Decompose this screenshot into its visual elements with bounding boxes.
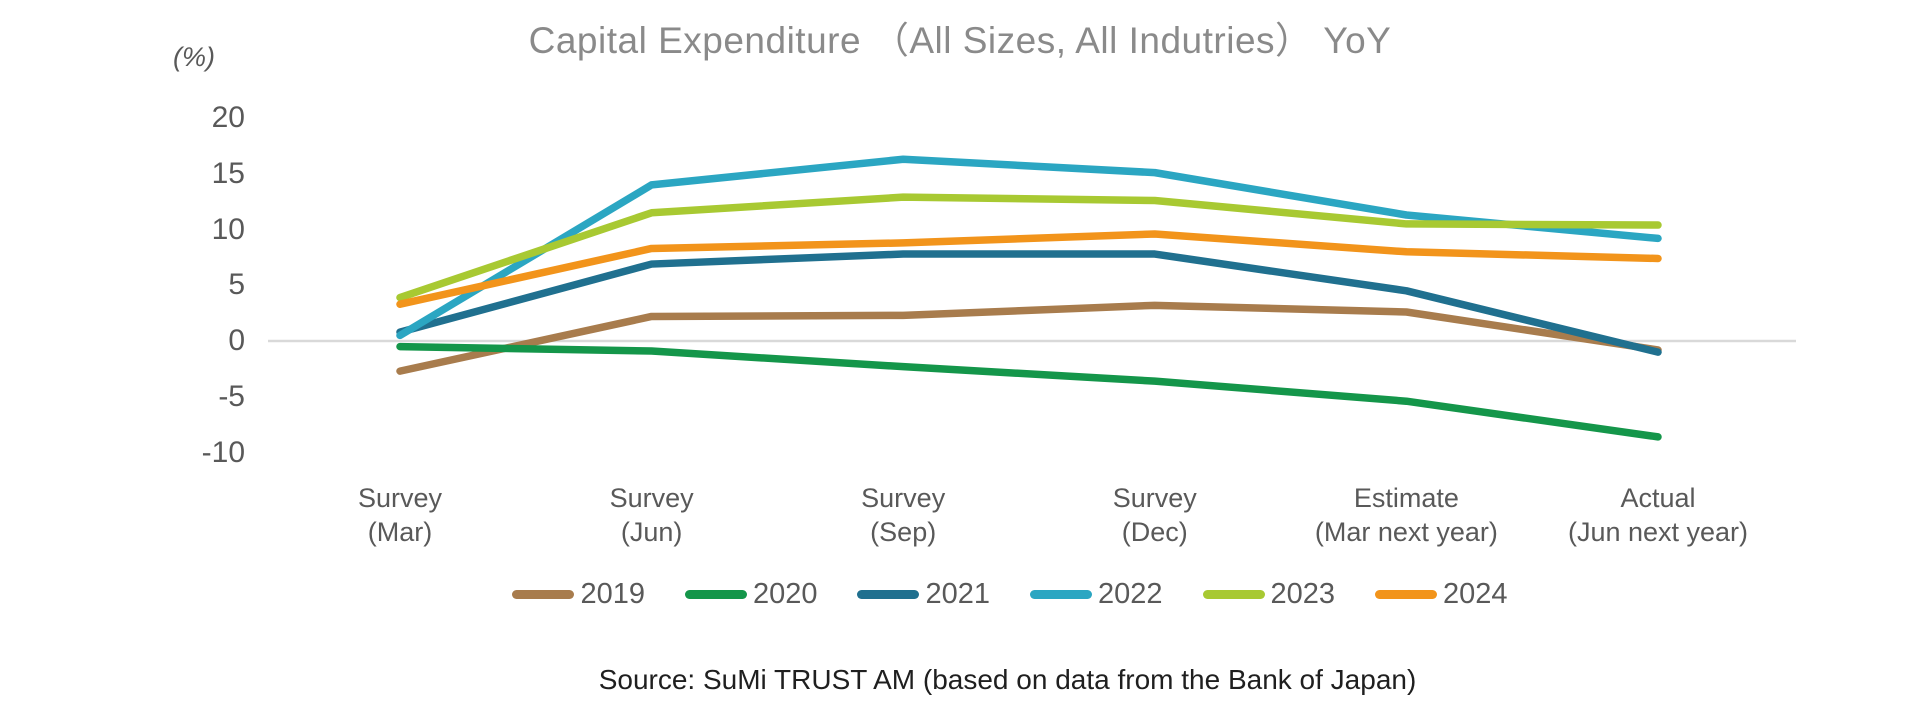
legend-swatch-2022 [1030,590,1092,599]
legend-label-2022: 2022 [1098,578,1163,610]
y-axis-unit-label: (%) [173,42,215,72]
legend-item-2023: 2023 [1202,578,1336,611]
series-line-2024 [396,230,1662,308]
legend-item-2019: 2019 [512,578,645,611]
legend-label-2021: 2021 [925,578,990,610]
legend-swatch-2021 [857,590,920,599]
legend-swatch-2024 [1375,590,1438,599]
chart-legend: 2019 2020 2021 2022 2023 2024 [0,578,1920,611]
legend-item-2020: 2020 [684,578,818,611]
series-line-2020 [396,342,1662,441]
series-line-2019 [396,301,1662,375]
legend-swatch-2023 [1202,590,1265,599]
legend-label-2019: 2019 [580,578,645,610]
legend-label-2023: 2023 [1270,578,1336,610]
legend-swatch-2019 [512,590,575,599]
legend-swatch-2020 [684,590,747,599]
legend-item-2022: 2022 [1030,578,1163,611]
series-line-2022 [396,155,1662,340]
legend-item-2021: 2021 [857,578,990,611]
chart-title: Capital Expenditure （All Sizes, All Indu… [528,20,1392,61]
legend-label-2020: 2020 [752,578,818,610]
series-line-2021 [396,250,1662,356]
source-note: Source: SuMi TRUST AM (based on data fro… [598,664,1417,695]
legend-item-2024: 2024 [1375,578,1508,611]
series-line-2023 [396,193,1662,302]
legend-label-2024: 2024 [1443,578,1508,610]
